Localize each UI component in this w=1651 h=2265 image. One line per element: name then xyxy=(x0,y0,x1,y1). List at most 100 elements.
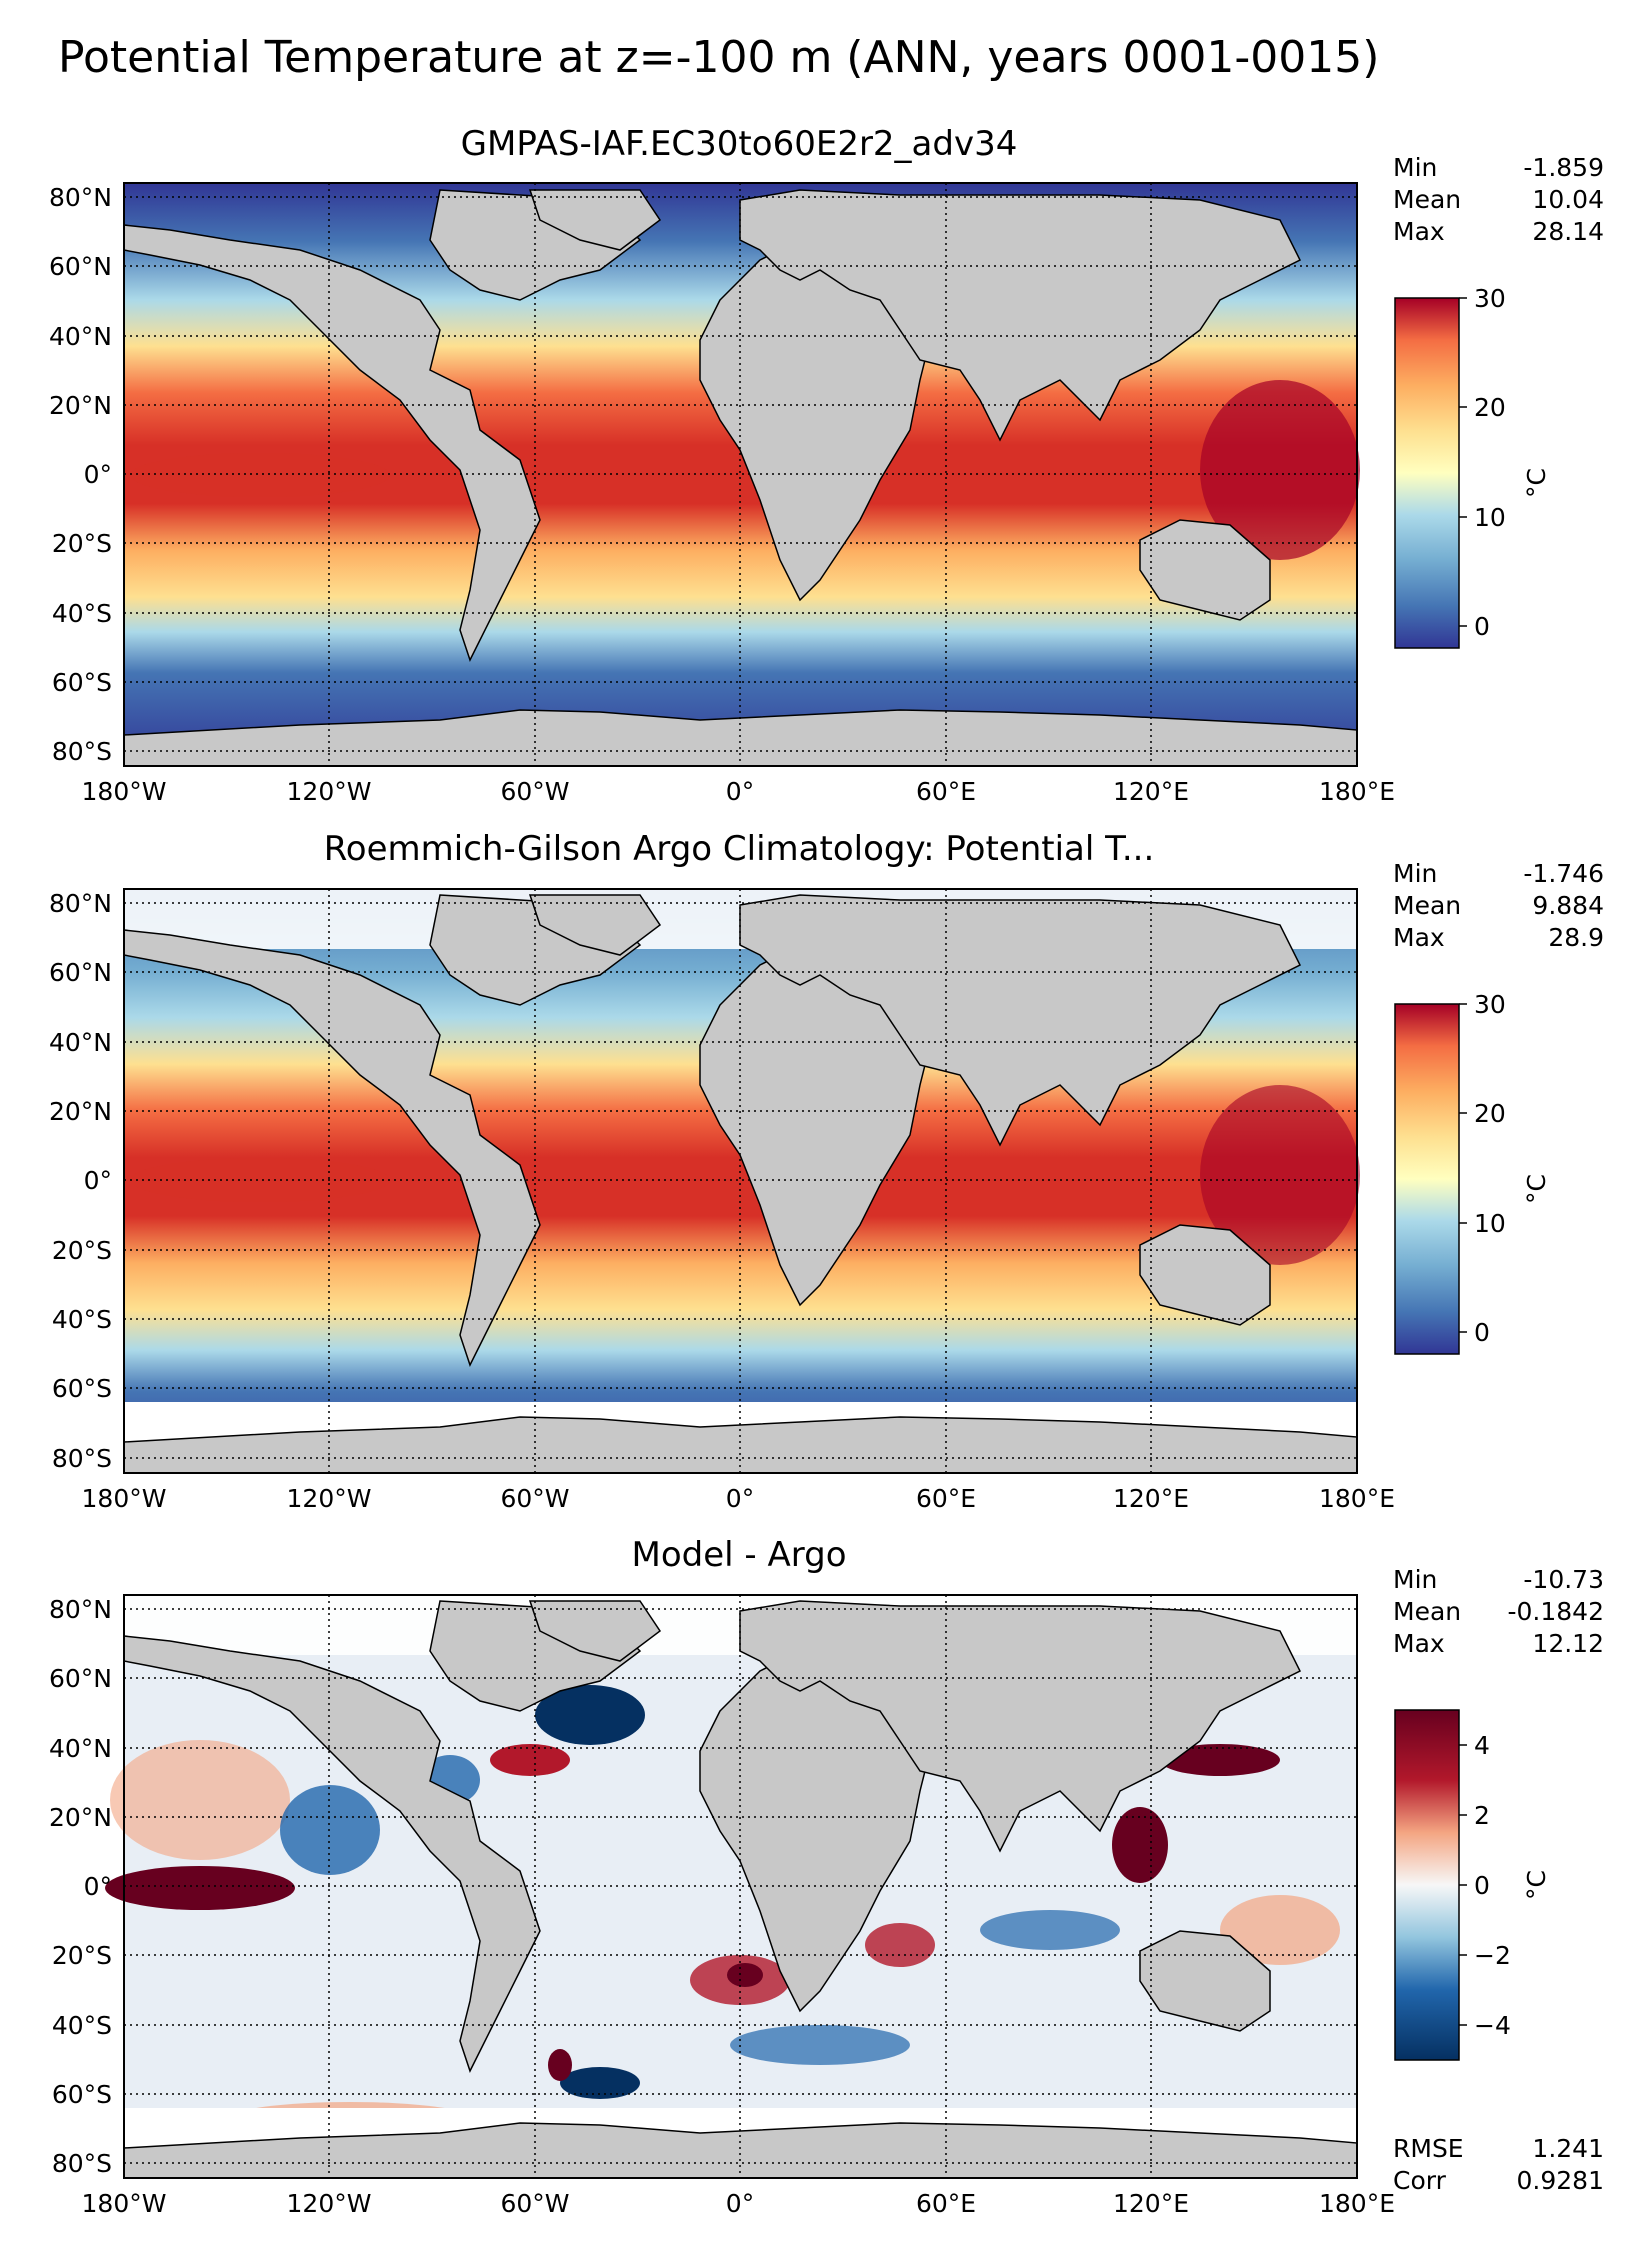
lat-label: 0° xyxy=(84,1166,112,1195)
stat-label: Min xyxy=(1393,1565,1437,1594)
lat-label: 20°N xyxy=(49,1097,112,1126)
lon-tick-labels: 180°W 120°W 60°W 0° 60°E 120°E 180°E xyxy=(82,777,1395,806)
colorbar-tick: −2 xyxy=(1474,1941,1511,1970)
stat-label: Corr xyxy=(1393,2166,1447,2195)
lon-label: 120°W xyxy=(287,2189,372,2218)
lat-label: 20°S xyxy=(52,529,112,558)
lon-label: 0° xyxy=(726,1484,754,1513)
colorbar-tick: 10 xyxy=(1474,503,1506,532)
stats-box: Min -10.73 Mean -0.1842 Max 12.12 xyxy=(1393,1565,1604,1658)
warm-pool xyxy=(1200,380,1360,560)
lat-label: 40°N xyxy=(49,322,112,351)
lat-label: 60°S xyxy=(52,1374,112,1403)
stat-value: 28.9 xyxy=(1548,923,1604,952)
colorbar-tick: 30 xyxy=(1474,284,1506,313)
colorbar-tick: 20 xyxy=(1474,393,1506,422)
lat-label: 80°S xyxy=(52,2149,112,2178)
lat-label: 40°S xyxy=(52,1305,112,1334)
lat-label: 80°S xyxy=(52,737,112,766)
stat-label: Mean xyxy=(1393,1597,1461,1626)
panel-argo: Roemmich-Gilson Argo Climatology: Potent… xyxy=(49,829,1604,1513)
lon-label: 60°E xyxy=(916,1484,976,1513)
lat-label: 80°N xyxy=(49,889,112,918)
lat-label: 60°N xyxy=(49,252,112,281)
lat-label: 60°N xyxy=(49,1664,112,1693)
lat-label: 20°N xyxy=(49,1803,112,1832)
cold-tongue xyxy=(130,1158,390,1202)
lat-label: 80°N xyxy=(49,1595,112,1624)
lat-label: 40°S xyxy=(52,599,112,628)
land xyxy=(123,894,1358,1474)
stat-label: Max xyxy=(1393,923,1445,952)
lat-label: 40°N xyxy=(49,1028,112,1057)
lon-tick-labels: 180°W 120°W 60°W 0° 60°E 120°E 180°E xyxy=(82,1484,1395,1513)
stat-value: 10.04 xyxy=(1532,185,1604,214)
colorbar-tick: 30 xyxy=(1474,990,1506,1019)
stat-label: Max xyxy=(1393,217,1445,246)
colorbar-gradient xyxy=(1394,297,1460,649)
stat-value: -10.73 xyxy=(1523,1565,1604,1594)
panel-title: Model - Argo xyxy=(632,1535,847,1575)
colorbar-unit: °C xyxy=(1522,1174,1551,1204)
colorbar-gradient xyxy=(1394,1003,1460,1355)
lon-label: 0° xyxy=(726,777,754,806)
land xyxy=(123,1600,1358,2179)
colorbar: 0 10 20 30 °C xyxy=(1394,990,1551,1355)
stat-value: 1.241 xyxy=(1532,2134,1604,2163)
lon-label: 120°E xyxy=(1113,1484,1189,1513)
lon-label: 60°W xyxy=(500,1484,569,1513)
colorbar-tick: 10 xyxy=(1474,1209,1506,1238)
stat-value: 12.12 xyxy=(1532,1629,1604,1658)
lon-label: 180°E xyxy=(1319,2189,1395,2218)
lon-label: 120°E xyxy=(1113,2189,1189,2218)
lon-label: 120°W xyxy=(287,777,372,806)
lon-label: 60°W xyxy=(500,777,569,806)
colorbar: 0 10 20 30 °C xyxy=(1394,284,1551,649)
lon-label: 180°W xyxy=(82,2189,167,2218)
lat-label: 40°N xyxy=(49,1734,112,1763)
panel-title: Roemmich-Gilson Argo Climatology: Potent… xyxy=(324,829,1155,869)
lat-label: 40°S xyxy=(52,2011,112,2040)
lat-label: 60°S xyxy=(52,2080,112,2109)
lon-label: 0° xyxy=(726,2189,754,2218)
lat-tick-labels: 80°N 60°N 40°N 20°N 0° 20°S 40°S 60°S 80… xyxy=(49,889,112,1473)
cold-tongue xyxy=(130,453,390,497)
stat-label: Min xyxy=(1393,153,1437,182)
stat-label: Min xyxy=(1393,859,1437,888)
stat-value: 28.14 xyxy=(1532,217,1604,246)
lat-tick-labels: 80°N 60°N 40°N 20°N 0° 20°S 40°S 60°S 80… xyxy=(49,183,112,766)
colorbar-tick: 2 xyxy=(1474,1801,1490,1830)
lon-label: 180°E xyxy=(1319,777,1395,806)
colorbar-tick: −4 xyxy=(1474,2011,1511,2040)
stat-label: Mean xyxy=(1393,891,1461,920)
stat-label: Mean xyxy=(1393,185,1461,214)
stat-label: RMSE xyxy=(1393,2134,1464,2163)
lat-label: 80°N xyxy=(49,183,112,212)
figure-title: Potential Temperature at z=-100 m (ANN, … xyxy=(58,32,1379,83)
map-frame xyxy=(123,182,1358,767)
warm-pool xyxy=(1200,1085,1360,1265)
graticule xyxy=(124,1595,1357,2178)
colorbar-tick: 0 xyxy=(1474,1318,1490,1347)
lon-tick-labels: 180°W 120°W 60°W 0° 60°E 120°E 180°E xyxy=(82,2189,1395,2218)
map-frame xyxy=(123,888,1358,1474)
colorbar-tick: 20 xyxy=(1474,1099,1506,1128)
colorbar-unit: °C xyxy=(1522,1870,1551,1900)
lon-label: 60°W xyxy=(500,2189,569,2218)
stat-value: 0.9281 xyxy=(1517,2166,1604,2195)
lon-label: 120°W xyxy=(287,1484,372,1513)
panel-difference: Model - Argo xyxy=(49,1535,1604,2218)
panel-model: GMPAS-IAF.EC30to60E2r2_adv34 xyxy=(49,124,1604,806)
lon-label: 180°W xyxy=(82,1484,167,1513)
stat-value: -0.1842 xyxy=(1508,1597,1605,1626)
stat-value: 9.884 xyxy=(1532,891,1604,920)
land xyxy=(123,189,1358,767)
graticule xyxy=(124,183,1357,766)
lat-label: 60°S xyxy=(52,668,112,697)
lon-label: 180°E xyxy=(1319,1484,1395,1513)
colorbar-gradient xyxy=(1394,1709,1460,2061)
lat-label: 0° xyxy=(84,1872,112,1901)
stats-box: Min -1.859 Mean 10.04 Max 28.14 xyxy=(1393,153,1604,246)
graticule xyxy=(124,889,1357,1473)
lat-label: 20°S xyxy=(52,1236,112,1265)
